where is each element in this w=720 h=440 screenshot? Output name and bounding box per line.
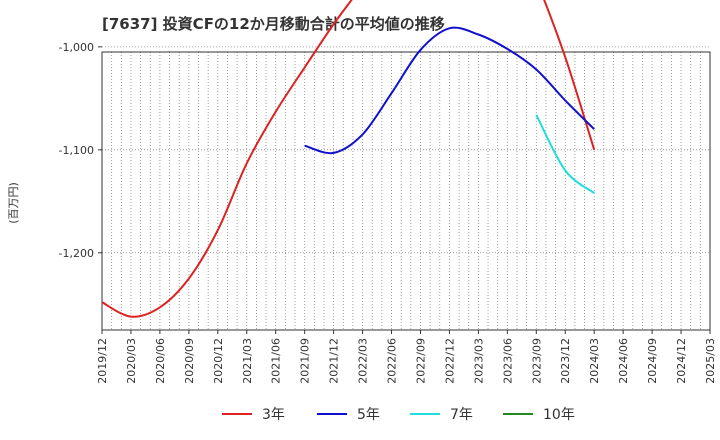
series-lines — [101, 0, 596, 318]
x-tick-label: 2020/03 — [125, 338, 138, 384]
series-line-2 — [535, 114, 595, 194]
x-tick-label: 2022/03 — [357, 338, 370, 384]
x-tick-label: 2024/03 — [588, 338, 601, 384]
x-tick-label: 2023/06 — [501, 338, 514, 384]
x-tick-label: 2021/03 — [241, 338, 254, 384]
y-axis-label: (百万円) — [7, 182, 20, 224]
x-tick-label: 2023/12 — [559, 338, 572, 384]
x-tick-label: 2021/09 — [299, 338, 312, 384]
x-tick-label: 2020/12 — [212, 338, 225, 384]
y-tick-label: -1,000 — [59, 41, 94, 54]
y-tick-label: -1,200 — [59, 247, 94, 260]
x-tick-label: 2021/06 — [270, 338, 283, 384]
x-axis-ticks: 2019/12 2020/03 2020/06 2020/09 2020/12 2021/… — [96, 330, 717, 384]
y-tick-label: -1,100 — [59, 144, 94, 157]
x-tick-label: 2020/09 — [183, 338, 196, 384]
x-tick-label: 2023/03 — [472, 338, 485, 384]
x-tick-label: 2021/12 — [328, 338, 341, 384]
x-tick-label: 2024/12 — [675, 338, 688, 384]
y-axis-ticks: -1,200-1,100-1,000-900 — [59, 41, 102, 260]
x-tick-label: 2025/03 — [704, 338, 717, 384]
series-line-0 — [101, 0, 596, 318]
series-line-1 — [304, 26, 595, 155]
x-tick-label: 2024/06 — [617, 338, 630, 384]
x-tick-label: 2022/12 — [443, 338, 456, 384]
x-tick-label: 2024/09 — [646, 338, 659, 384]
y-gridlines — [102, 46, 710, 254]
x-tick-label: 2019/12 — [96, 338, 109, 384]
plot-frame — [101, 51, 711, 331]
x-tick-label: 2022/06 — [386, 338, 399, 384]
legend: 3年 5年 7年 10年 — [222, 407, 575, 423]
x-tick-label: 2022/09 — [414, 338, 427, 384]
legend-label-1: 5年 — [357, 407, 380, 423]
x-tick-label: 2023/09 — [530, 338, 543, 384]
chart-title: [7637] 投資CFの12か月移動合計の平均値の推移 — [102, 15, 445, 33]
legend-label-3: 10年 — [543, 407, 575, 423]
x-gridlines — [111, 52, 701, 330]
x-tick-label: 2020/06 — [154, 338, 167, 384]
legend-label-2: 7年 — [450, 407, 473, 423]
legend-label-0: 3年 — [262, 407, 285, 423]
